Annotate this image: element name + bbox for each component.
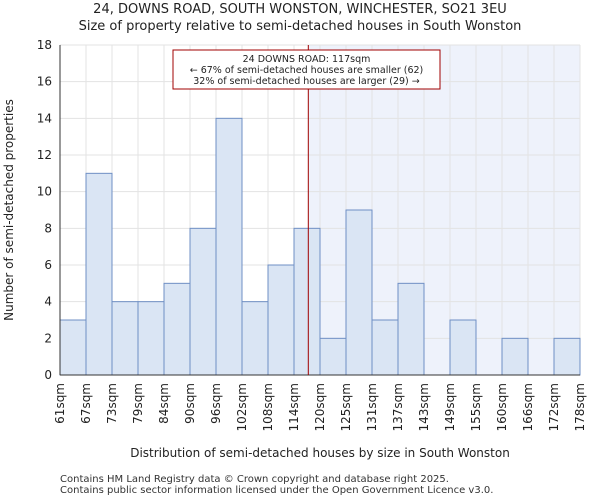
x-tick-label: 143sqm bbox=[417, 383, 431, 431]
x-tick-label: 108sqm bbox=[261, 383, 275, 431]
bar bbox=[163, 282, 191, 376]
x-tick-label: 67sqm bbox=[79, 383, 93, 424]
bar bbox=[345, 209, 373, 376]
annotation-line: 24 DOWNS ROAD: 117sqm bbox=[243, 54, 371, 65]
bar bbox=[449, 319, 477, 376]
bar bbox=[111, 301, 139, 376]
bar bbox=[319, 337, 347, 376]
bar bbox=[189, 227, 217, 376]
y-axis-title: Number of semi-detached properties bbox=[2, 99, 16, 321]
x-tick-label: 79sqm bbox=[131, 383, 145, 424]
y-tick-label: 6 bbox=[44, 258, 52, 272]
chart-title: 24, DOWNS ROAD, SOUTH WONSTON, WINCHESTE… bbox=[93, 2, 507, 17]
y-tick-label: 8 bbox=[44, 221, 52, 235]
x-axis-title: Distribution of semi-detached houses by … bbox=[130, 446, 510, 460]
bar bbox=[293, 227, 321, 376]
y-tick-label: 18 bbox=[37, 38, 52, 52]
x-tick-label: 172sqm bbox=[547, 383, 561, 431]
y-tick-label: 16 bbox=[37, 75, 52, 89]
bar bbox=[241, 301, 269, 376]
x-tick-label: 155sqm bbox=[469, 383, 483, 431]
bar-chart: 24 DOWNS ROAD: 117sqm← 67% of semi-detac… bbox=[2, 38, 587, 460]
x-tick-label: 102sqm bbox=[235, 383, 249, 431]
y-tick-label: 4 bbox=[44, 295, 52, 309]
annotation-line: ← 67% of semi-detached houses are smalle… bbox=[190, 65, 424, 76]
annotation-box bbox=[172, 49, 441, 90]
y-tick-label: 0 bbox=[44, 368, 52, 382]
bar bbox=[267, 264, 295, 376]
bar bbox=[553, 337, 581, 376]
footer-licence: Contains public sector information licen… bbox=[60, 485, 494, 496]
chart-subtitle: Size of property relative to semi-detach… bbox=[78, 19, 522, 34]
x-tick-label: 90sqm bbox=[183, 383, 197, 424]
bar bbox=[215, 117, 243, 376]
y-tick-label: 2 bbox=[44, 331, 52, 345]
y-tick-label: 10 bbox=[37, 185, 52, 199]
bar bbox=[85, 172, 113, 376]
x-tick-label: 178sqm bbox=[573, 383, 587, 431]
x-tick-label: 166sqm bbox=[521, 383, 535, 431]
bar bbox=[137, 301, 165, 376]
bar bbox=[371, 319, 399, 376]
x-tick-label: 120sqm bbox=[313, 383, 327, 431]
x-tick-label: 73sqm bbox=[105, 383, 119, 424]
x-tick-label: 149sqm bbox=[443, 383, 457, 431]
bar bbox=[397, 282, 425, 376]
x-tick-label: 131sqm bbox=[365, 383, 379, 431]
x-tick-label: 137sqm bbox=[391, 383, 405, 431]
y-tick-label: 12 bbox=[37, 148, 52, 162]
bar bbox=[59, 319, 87, 376]
y-tick-label: 14 bbox=[37, 111, 52, 125]
footer-copyright: Contains HM Land Registry data © Crown c… bbox=[60, 474, 449, 485]
x-tick-label: 160sqm bbox=[495, 383, 509, 431]
bar bbox=[501, 337, 529, 376]
x-tick-label: 125sqm bbox=[339, 383, 353, 431]
annotation-line: 32% of semi-detached houses are larger (… bbox=[193, 76, 420, 87]
x-tick-label: 96sqm bbox=[209, 383, 223, 424]
x-tick-label: 114sqm bbox=[287, 383, 301, 431]
x-tick-label: 84sqm bbox=[157, 383, 171, 424]
x-tick-label: 61sqm bbox=[53, 383, 67, 424]
